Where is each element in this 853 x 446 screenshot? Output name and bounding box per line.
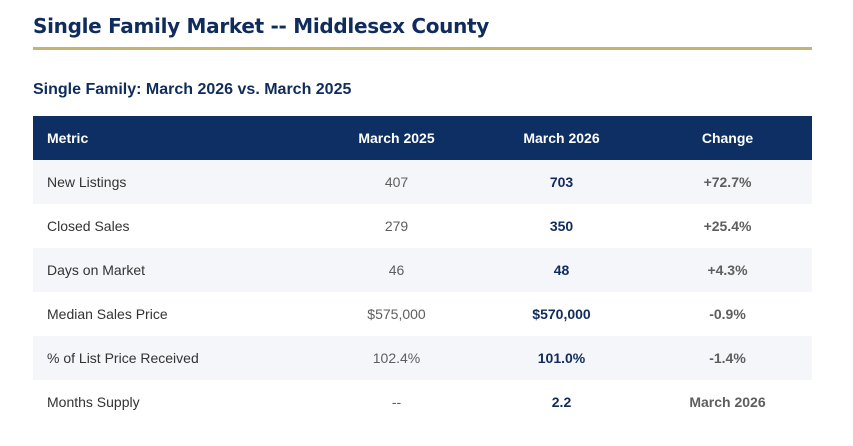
change-value: +72.7% [703, 174, 752, 190]
table-row: Closed Sales 279 350 +25.4% [33, 204, 812, 248]
metric-label: Median Sales Price [47, 306, 168, 322]
prior-value: 46 [388, 262, 405, 278]
change-value: +4.3% [707, 262, 748, 278]
metric-label: New Listings [47, 174, 127, 190]
metric-label: Closed Sales [47, 218, 130, 234]
prior-value: 279 [384, 218, 409, 234]
table-body: New Listings 407 703 +72.7% Closed Sales… [33, 160, 812, 424]
table-row: Months Supply -- 2.2 March 2026 [33, 380, 812, 424]
header-change: Change [701, 130, 754, 146]
title-divider [33, 47, 812, 50]
prior-value: 407 [384, 174, 409, 190]
current-value: 48 [553, 262, 570, 278]
change-value: -0.9% [709, 306, 746, 322]
change-value: March 2026 [689, 394, 766, 410]
header-prior-period: March 2025 [358, 130, 435, 146]
section-title: Single Family: March 2026 vs. March 2025 [33, 81, 352, 98]
prior-value: 102.4% [372, 350, 421, 366]
table-header-row: Metric March 2025 March 2026 Change [33, 116, 812, 160]
comparison-table: Metric March 2025 March 2026 Change New … [33, 116, 812, 424]
metric-label: Months Supply [47, 394, 140, 410]
current-value: 703 [549, 174, 574, 190]
current-value: 101.0% [537, 350, 586, 366]
header-current-period: March 2026 [523, 130, 600, 146]
page-title: Single Family Market -- Middlesex County [33, 14, 490, 38]
change-value: -1.4% [709, 350, 746, 366]
table-row: New Listings 407 703 +72.7% [33, 160, 812, 204]
table-header: Metric March 2025 March 2026 Change [33, 116, 812, 160]
current-value: 2.2 [551, 394, 572, 410]
header-metric: Metric [47, 130, 89, 146]
current-value: 350 [549, 218, 574, 234]
change-value: +25.4% [703, 218, 752, 234]
metric-label: Days on Market [47, 262, 146, 278]
metric-label: % of List Price Received [47, 350, 199, 366]
table-row: Days on Market 46 48 +4.3% [33, 248, 812, 292]
table-row: Median Sales Price $575,000 $570,000 -0.… [33, 292, 812, 336]
current-value: $570,000 [532, 306, 591, 322]
prior-value: -- [391, 394, 402, 410]
table-row: % of List Price Received 102.4% 101.0% -… [33, 336, 812, 380]
prior-value: $575,000 [367, 306, 426, 322]
